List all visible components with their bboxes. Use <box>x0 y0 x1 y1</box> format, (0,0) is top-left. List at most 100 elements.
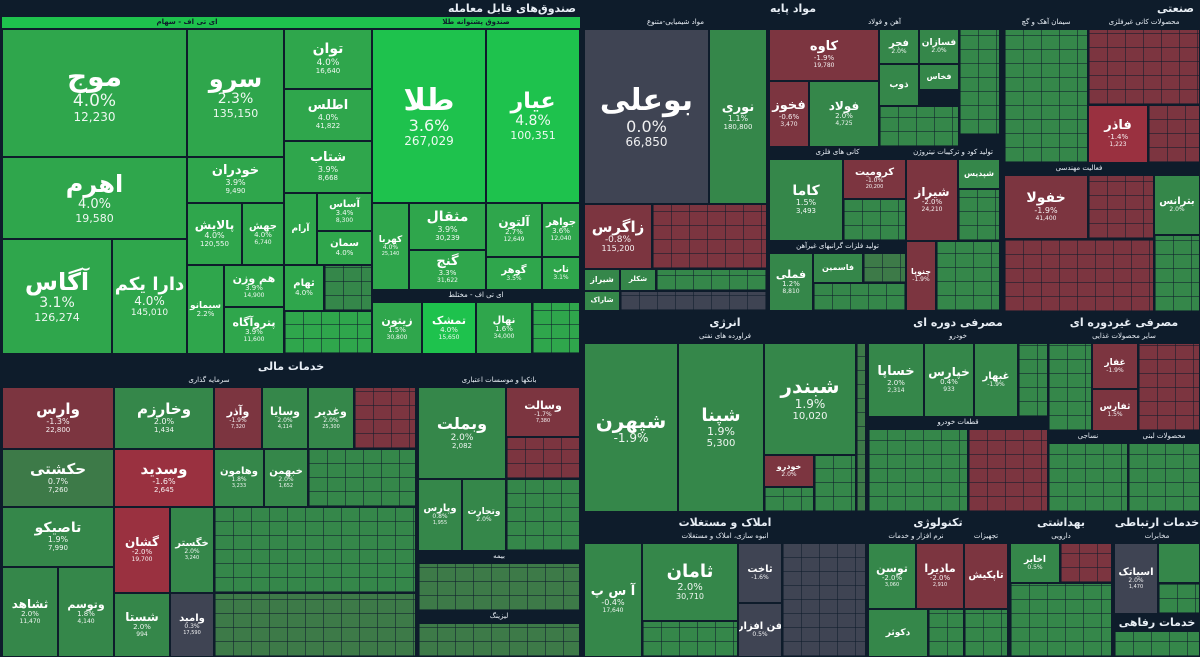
tile-cluster[interactable] <box>656 269 767 291</box>
tile-aram[interactable]: آرام <box>284 193 317 265</box>
tile-shepdis[interactable]: شپدیس <box>958 159 1000 189</box>
tile-vsadid[interactable]: وسدید -1.6% 2,645 <box>114 449 214 507</box>
tile-tasiko[interactable]: تاصیکو 1.9% 7,990 <box>2 507 114 567</box>
tile-cluster[interactable] <box>958 189 1000 241</box>
tile-cluster[interactable] <box>418 623 580 657</box>
tile-vkharazm[interactable]: وخارزم 2.0% 1,434 <box>114 387 214 449</box>
tile-samaan[interactable]: آ س پ -0.4% 17,640 <box>584 543 642 657</box>
tile-cluster[interactable] <box>418 563 580 611</box>
tile-jahesh[interactable]: جهش 4.0% 6,740 <box>242 203 284 265</box>
tile-cluster[interactable] <box>1148 105 1200 163</box>
tile-cluster[interactable] <box>506 479 580 551</box>
tile-kromit[interactable]: کرومیت -1.0% 20,200 <box>843 159 906 199</box>
tile-cluster[interactable] <box>964 609 1008 657</box>
tile-foolad[interactable]: فولاد 2.0% 4,725 <box>809 81 879 147</box>
tile-vtejarat[interactable]: وتجارت 2.0% <box>462 479 506 551</box>
tile-kaveh[interactable]: کاوه -1.9% 19,780 <box>769 29 879 81</box>
tile-ganj[interactable]: گنج 3.3% 31,622 <box>409 250 486 290</box>
tile-alton[interactable]: آلتون 2.7% 12,649 <box>486 203 542 257</box>
tile-kama[interactable]: کاما 1.5% 3,493 <box>769 159 843 241</box>
tile-moj[interactable]: موج 4.0% 12,230 <box>2 29 187 157</box>
tile-nab[interactable]: ناب 3.1% <box>542 257 580 290</box>
tile-cluster[interactable] <box>532 302 580 354</box>
tile-zeytoon[interactable]: زیتون 1.5% 30,800 <box>372 302 422 354</box>
tile-ahrom[interactable]: اهرم 4.0% 19,580 <box>2 157 187 239</box>
tile-dara-yekom[interactable]: دارا یکم 4.0% 145,010 <box>112 239 187 354</box>
tile-cluster[interactable] <box>1158 583 1200 614</box>
tile-cluster[interactable] <box>1060 543 1112 583</box>
tile-ghbahar[interactable]: غفار -1.9% <box>1092 343 1138 389</box>
tile-vhamoon[interactable]: وهامون 1.8% 3,233 <box>214 449 264 507</box>
tile-cluster[interactable] <box>814 455 856 512</box>
tile-fajr[interactable]: فجر 2.0% <box>879 29 919 64</box>
tile-asiatek[interactable] <box>1158 543 1200 583</box>
tile-cluster[interactable] <box>214 507 416 593</box>
tile-bouali[interactable]: بوعلی 0.0% 66,850 <box>584 29 709 204</box>
tile-asp[interactable]: ثاخت -1.6% <box>738 543 782 603</box>
tile-cluster[interactable] <box>863 253 906 283</box>
tile-mesghal[interactable]: مثقال 3.9% 30,239 <box>409 203 486 250</box>
tile-fameli[interactable]: فملی 1.2% 8,810 <box>769 253 813 311</box>
tile-fanafzar[interactable]: توسن -2.0% 3,060 <box>868 543 916 609</box>
tile-khsapa[interactable]: خپارس 0.4% 933 <box>924 343 974 417</box>
tile-agas[interactable]: آگاس 3.1% 126,274 <box>2 239 112 354</box>
tile-cluster[interactable] <box>652 204 767 269</box>
tile-simano[interactable]: سیمانو 2.2% <box>187 265 224 354</box>
tile-cluster[interactable] <box>782 543 866 657</box>
tile-vomid[interactable]: وامید 0.3% 17,590 <box>170 593 214 657</box>
tile-gohar[interactable]: گوهر 3.5% <box>486 257 542 290</box>
tile-toosan[interactable]: مادیرا -2.0% 2,910 <box>916 543 964 609</box>
tile-ghafar[interactable]: ثفارس 1.5% <box>1092 389 1138 431</box>
tile-khodran[interactable]: خودران 3.9% 9,490 <box>187 157 284 203</box>
tile-cluster[interactable] <box>928 609 964 657</box>
tile-vparsian[interactable]: وپارس 0.8% 1,955 <box>418 479 462 551</box>
tile-khpars[interactable]: غبهار -1.9% <box>974 343 1018 417</box>
tile-asas[interactable]: آساس 3.4% 8,300 <box>317 193 372 231</box>
tile-cluster[interactable] <box>324 265 372 311</box>
tile-vbemellat[interactable]: وبملت 2.0% 2,082 <box>418 387 506 479</box>
tile-cluster[interactable] <box>308 449 416 507</box>
tile-betrans[interactable]: بترانس 2.0% <box>1154 175 1200 235</box>
tile-khgostar[interactable]: خگستر 2.0% 3,240 <box>170 507 214 593</box>
tile-tameshk[interactable]: تمشک 4.0% 15,650 <box>422 302 476 354</box>
tile-cluster[interactable] <box>1138 343 1200 431</box>
tile-cluster[interactable] <box>284 311 372 354</box>
tile-cluster[interactable] <box>856 343 866 512</box>
tile-shbandar[interactable]: شپنا 1.9% 5,300 <box>678 343 764 512</box>
tile-cluster[interactable] <box>968 429 1048 512</box>
tile-cluster[interactable] <box>1114 631 1200 657</box>
tile-fesazan[interactable]: فسازان 2.0% <box>919 29 959 64</box>
tile-vazar[interactable]: وآذر -1.9% 7,320 <box>214 387 262 449</box>
tile-chanupa[interactable]: چنوپا -1.9% <box>906 241 936 311</box>
tile-sarv[interactable]: سرو 2.3% 135,150 <box>187 29 284 157</box>
tile-cluster[interactable] <box>1004 29 1088 163</box>
tile-akhaber[interactable]: اسیاتک 2.0% 1,470 <box>1114 543 1158 614</box>
tile-hkeshti[interactable]: حکشتی 0.7% 7,260 <box>2 449 114 507</box>
tile-saman[interactable]: سمان 4.0% <box>317 231 372 265</box>
tile-cluster[interactable] <box>936 241 1000 311</box>
tile-cluster[interactable] <box>642 621 738 657</box>
tile-cluster[interactable] <box>1004 239 1154 312</box>
tile-petroagah[interactable]: پتروآگاه 3.9% 11,600 <box>224 307 284 354</box>
tile-fakhooz[interactable]: فخوز -0.6% 3,470 <box>769 81 809 147</box>
tile-vsalat[interactable]: وسالت -1.7% 7,380 <box>506 387 580 437</box>
tile-khafoola[interactable]: خفولا -1.9% 41,400 <box>1004 175 1088 239</box>
tile-tavan[interactable]: توان 4.0% 16,640 <box>284 29 372 89</box>
tile-sfars[interactable]: ثامان 2.0% 30,710 <box>642 543 738 621</box>
tile-shetran[interactable]: شبندر 1.9% 10,020 <box>764 343 856 455</box>
tile-cluster[interactable] <box>1010 583 1112 657</box>
tile-cluster[interactable] <box>1048 343 1092 431</box>
tile-cluster[interactable] <box>1048 443 1128 512</box>
tile-fazar[interactable]: فاذر -1.4% 1,223 <box>1088 105 1148 163</box>
tile-shapna[interactable]: شپهرن -1.9% <box>584 343 678 512</box>
tile-kahroba[interactable]: کهربا 4.0% 25,140 <box>372 203 409 290</box>
tile-gashan[interactable]: گشان -2.0% 19,700 <box>114 507 170 593</box>
tile-cluster[interactable] <box>868 429 968 512</box>
tile-cluster[interactable] <box>620 291 767 311</box>
tile-cluster[interactable] <box>1154 235 1200 312</box>
tile-saham[interactable]: ثهام 4.0% <box>284 265 324 311</box>
tile-shpahan[interactable]: خودرو 2.0% <box>764 455 814 487</box>
tile-shiraz-small[interactable]: شیراز <box>584 269 620 291</box>
tile-cluster[interactable] <box>214 593 416 657</box>
tile-cluster[interactable] <box>959 29 1000 135</box>
